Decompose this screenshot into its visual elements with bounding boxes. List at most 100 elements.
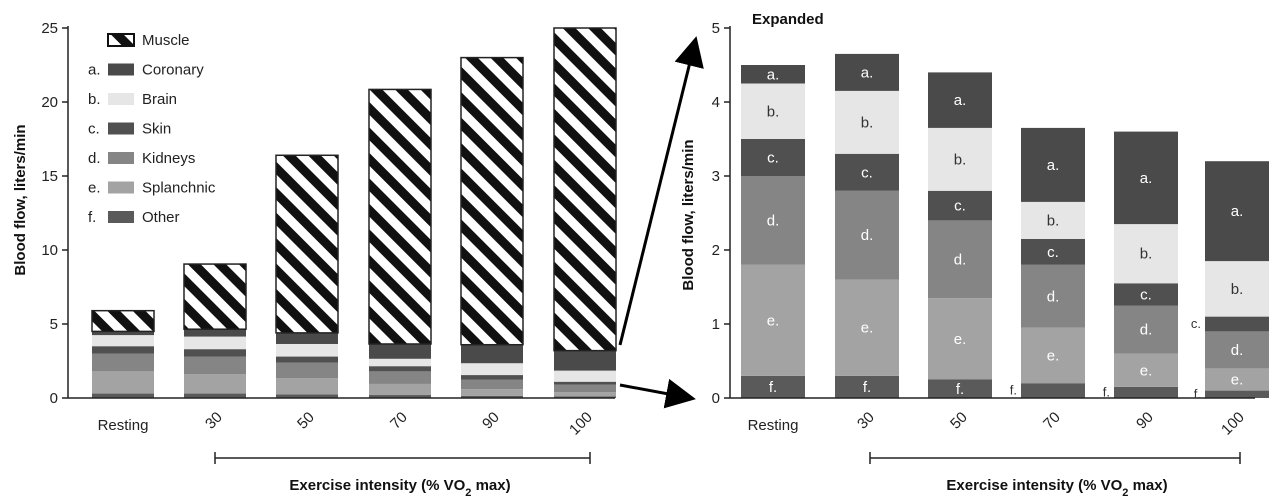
left-x-tick-label: 90 — [479, 409, 503, 433]
left-bar-segment-muscle — [91, 309, 155, 333]
left-x-tick-label: 100 — [566, 409, 596, 439]
right-segment-label-brain: b. — [767, 103, 780, 120]
expand-arrow-top — [618, 36, 704, 346]
right-x-tick-label: 90 — [1133, 409, 1157, 433]
right-x-tick-label: 30 — [854, 409, 878, 433]
legend-prefix: a. — [88, 62, 101, 79]
left-bar-segment-splanchnic — [554, 392, 616, 397]
left-bar-segment-muscle — [275, 154, 339, 334]
right-bar-segment-skin — [1205, 316, 1269, 332]
legend-label-other: Other — [142, 209, 180, 226]
right-segment-label-coronary: a. — [954, 92, 967, 109]
left-bar-segment-other — [92, 393, 154, 398]
left-bar-segment-muscle — [460, 56, 524, 346]
right-bar-segment-splanchnic — [928, 298, 992, 380]
right-x-tick-label: 100 — [1218, 409, 1248, 439]
right-y-axis-label: Blood flow, liters/min — [680, 139, 697, 290]
right-bar-segment-splanchnic — [835, 279, 899, 376]
legend-prefix: f. — [88, 209, 96, 226]
legend-swatch-coronary — [108, 63, 134, 76]
right-bar-segment-brain — [1021, 201, 1085, 239]
left-bar-segment-brain — [276, 343, 338, 357]
legend: Muscle a. Coronary b. Brain c. Skin d. Kidneys e.… — [88, 32, 216, 226]
right-bar-segment-brain — [1205, 261, 1269, 317]
left-bar-segment-kidneys — [184, 356, 246, 375]
left-bar-segment-kidneys — [461, 379, 523, 390]
right-y-tick-label: 5 — [712, 20, 720, 37]
right-segment-label-other: f. — [863, 379, 871, 396]
left-bar-segment-brain — [554, 370, 616, 382]
right-segment-label-skin: c. — [1191, 316, 1201, 331]
legend-prefix: b. — [88, 91, 101, 108]
right-segment-label-coronary: a. — [861, 64, 874, 81]
right-segment-label-splanchnic: e. — [1231, 372, 1244, 389]
left-bar-segment-coronary — [554, 350, 616, 371]
right-bar-segment-other — [1114, 386, 1178, 398]
right-bar-segment-coronary — [1114, 131, 1178, 225]
left-bar-segment-skin — [184, 349, 246, 357]
right-segment-label-skin: c. — [767, 150, 779, 167]
left-x-tick-label: Resting — [98, 417, 149, 434]
left-bar-segment-skin — [92, 346, 154, 354]
left-bar-segment-muscle — [183, 263, 247, 330]
right-segment-label-other: f. — [1103, 384, 1110, 399]
left-x-tick-label: 50 — [294, 409, 318, 433]
left-bar-segment-coronary — [369, 343, 431, 359]
right-segment-label-brain: b. — [861, 114, 874, 131]
right-bar-segment-coronary — [741, 65, 805, 84]
left-bar-segment-other — [184, 393, 246, 398]
right-bar-segment-coronary — [1205, 161, 1269, 262]
right-segment-label-kidneys: d. — [861, 227, 874, 244]
left-y-tick-label: 10 — [41, 242, 58, 259]
right-bar-segment-other — [1021, 383, 1085, 398]
legend-label-skin: Skin — [142, 121, 171, 138]
left-bar-segment-brain — [184, 336, 246, 350]
left-y-tick-label: 25 — [41, 20, 58, 37]
right-x-axis-label: Exercise intensity (% VO2 max) — [946, 477, 1167, 497]
right-bar-segment-brain — [835, 90, 899, 154]
right-segment-label-kidneys: d. — [1047, 288, 1060, 305]
left-y-tick-label: 5 — [50, 316, 58, 333]
right-segment-label-skin: c. — [954, 198, 966, 215]
left-bar-segment-coronary — [92, 331, 154, 336]
right-segment-label-skin: c. — [861, 164, 873, 181]
right-x-tick-label: Resting — [748, 417, 799, 434]
right-bar-segment-skin — [1021, 238, 1085, 265]
left-bar-segment-skin — [554, 381, 616, 385]
left-bar-segment-muscle — [553, 27, 617, 352]
right-y-tick-label: 0 — [712, 390, 720, 407]
legend-prefix: c. — [88, 121, 100, 138]
right-bar-segment-kidneys — [1114, 305, 1178, 354]
right-bar-segment-kidneys — [928, 220, 992, 299]
left-bar-segment-kidneys — [92, 353, 154, 372]
legend-label-kidneys: Kidneys — [142, 150, 195, 167]
right-bar-segment-brain — [928, 127, 992, 191]
right-segment-label-brain: b. — [1047, 212, 1060, 229]
right-bar-segment-other — [928, 379, 992, 398]
right-y-tick-label: 3 — [712, 168, 720, 185]
right-segment-label-coronary: a. — [767, 66, 780, 83]
left-bar-segment-kidneys — [369, 371, 431, 384]
left-bar-segment-skin — [369, 366, 431, 372]
right-bar-segment-kidneys — [1205, 331, 1269, 369]
left-x-tick-label: 70 — [387, 409, 411, 433]
right-bar-segment-skin — [741, 139, 805, 176]
left-bar-segment-brain — [461, 363, 523, 376]
right-x-tick-label: 70 — [1040, 409, 1064, 433]
right-y-tick-label: 4 — [712, 94, 720, 111]
left-bar-segment-splanchnic — [461, 389, 523, 396]
legend-label-brain: Brain — [142, 91, 177, 108]
left-bar-segment-coronary — [184, 329, 246, 337]
legend-swatch-other — [108, 211, 134, 223]
legend-swatch-brain — [108, 93, 134, 105]
right-bar-segment-coronary — [928, 72, 992, 128]
left-bar-segment-brain — [92, 335, 154, 347]
left-bar-segment-brain — [369, 358, 431, 367]
right-chart: Expanded f. e. d. c. b. a. f. e. d. c. b. a. f. e. d. c… — [680, 11, 1269, 497]
right-bar-segment-splanchnic — [1114, 353, 1178, 387]
right-bar-segment-brain — [1114, 224, 1178, 284]
legend-prefix: e. — [88, 180, 101, 197]
expand-arrow-bottom — [619, 378, 696, 409]
left-bar-segment-skin — [276, 356, 338, 363]
right-bar-segment-coronary — [1021, 127, 1085, 202]
